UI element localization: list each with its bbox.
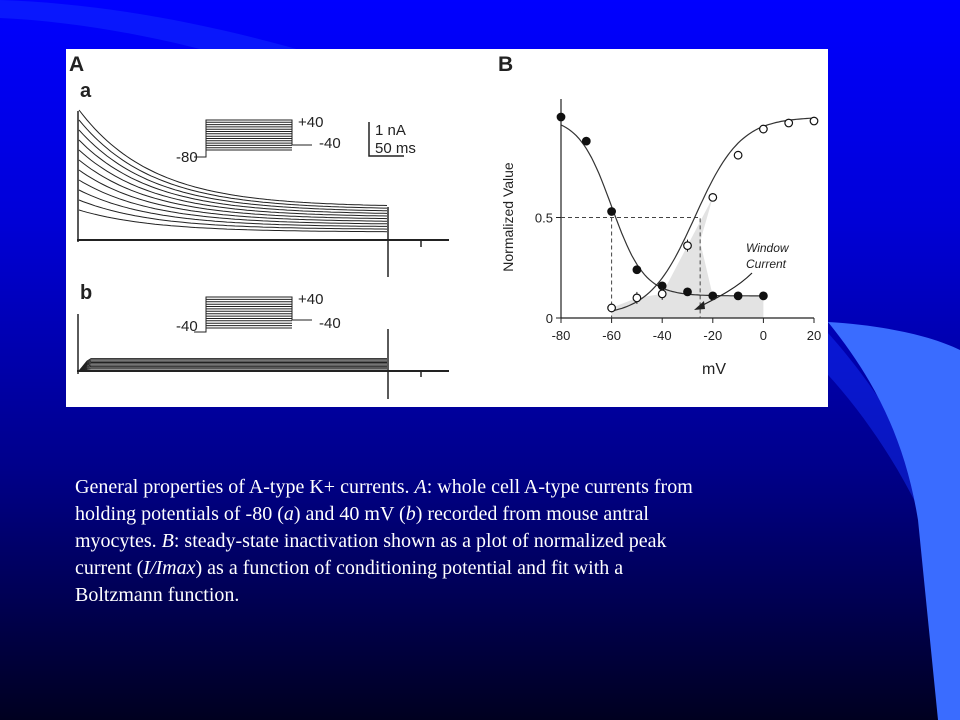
y-tick-label: 0.5 <box>535 211 553 226</box>
inactivation-point <box>556 112 566 122</box>
activation-point <box>708 192 718 202</box>
inactivation-point <box>632 265 642 275</box>
activation-point <box>809 116 819 126</box>
caption-line-1: General properties of A-type K+ currents… <box>75 474 925 501</box>
caption-text: : whole cell A-type currents from <box>426 476 693 498</box>
current-trace-a <box>78 139 388 214</box>
panel-b-label: B <box>498 53 513 76</box>
current-trace-a <box>78 189 387 227</box>
inactivation-point <box>683 287 692 297</box>
current-trace-b <box>78 358 387 372</box>
figure-svg: A a b +40 -40 -80 1 nA 50 ms +40 -40 -40… <box>69 53 821 399</box>
traces-b <box>78 358 387 372</box>
inactivation-point <box>581 136 591 146</box>
caption-italic: b <box>405 503 416 525</box>
scale-current-label: 1 nA <box>375 122 406 139</box>
protocol-b-tail: -40 <box>319 315 341 332</box>
current-trace-b <box>78 365 387 372</box>
protocol-a-tail: -40 <box>319 135 341 152</box>
x-tick-label: 20 <box>807 328 821 343</box>
current-trace-a <box>78 109 388 206</box>
current-trace-b <box>78 359 387 372</box>
activation-point <box>607 303 616 313</box>
current-trace-b <box>78 362 387 372</box>
activation-point <box>733 150 743 160</box>
window-current-area <box>611 197 764 318</box>
current-trace-a <box>78 149 388 217</box>
scale-time-label: 50 ms <box>375 140 416 157</box>
activation-point <box>632 293 642 303</box>
protocol-outline <box>194 296 312 333</box>
caption-text: ) as a function of conditioning potentia… <box>195 557 624 579</box>
accent-shape <box>828 322 960 720</box>
activation-point <box>683 241 692 251</box>
x-tick-label: -80 <box>552 328 571 343</box>
x-tick-label: -20 <box>703 328 722 343</box>
current-trace-b <box>78 364 387 372</box>
traces-a <box>78 109 388 233</box>
current-trace-a <box>78 129 388 212</box>
caption-text: : steady-state inactivation shown as a p… <box>173 530 667 552</box>
protocol-a <box>194 119 312 158</box>
caption-italic: I/Imax <box>143 557 196 579</box>
inactivation-chart: -80 -60 -40 -20 0 20 0 0.5 <box>535 99 821 343</box>
x-tick-label: -60 <box>602 328 621 343</box>
trace-b-label: b <box>80 282 92 304</box>
current-trace-a <box>78 179 387 225</box>
trace-a-label: a <box>80 80 92 102</box>
chart-y-label: Normalized Value <box>500 162 516 272</box>
current-trace-a <box>78 169 387 222</box>
inactivation-point <box>759 291 768 301</box>
activation-point <box>759 124 768 134</box>
caption-line-3: myocytes. B: steady-state inactivation s… <box>75 528 925 555</box>
protocol-a-holding: -80 <box>176 149 198 166</box>
current-trace-a <box>78 119 387 209</box>
panel-a-label: A <box>69 53 84 76</box>
current-trace-b <box>78 367 387 372</box>
inactivation-fit <box>560 124 764 297</box>
caption-text: General properties of A-type K+ currents… <box>75 476 415 498</box>
activation-fit <box>611 117 815 312</box>
caption-text: current ( <box>75 557 144 579</box>
caption-text: ) and 40 mV ( <box>293 503 406 525</box>
scale-bar <box>368 122 404 157</box>
caption-text: holding potentials of -80 ( <box>75 503 284 525</box>
current-trace-a <box>78 209 388 233</box>
caption-line-5: Boltzmann function. <box>75 584 240 606</box>
inactivation-point <box>607 207 616 216</box>
current-trace-b <box>78 368 387 372</box>
caption-text: ) recorded from mouse antral <box>415 503 649 525</box>
figure-panel: A a b +40 -40 -80 1 nA 50 ms +40 -40 -40… <box>66 49 828 407</box>
caption-italic: a <box>283 503 294 525</box>
current-trace-a <box>78 199 388 230</box>
activation-point <box>784 118 794 128</box>
caption-italic: A <box>414 476 427 498</box>
window-arrowhead <box>694 301 705 310</box>
current-trace-a <box>78 159 388 220</box>
chart-x-label: mV <box>702 361 726 378</box>
window-label-1: Window <box>746 241 790 255</box>
caption-line-2: holding potentials of -80 (a) and 40 mV … <box>75 501 925 528</box>
protocol-b-holding: -40 <box>176 318 198 335</box>
x-tick-label: -40 <box>653 328 672 343</box>
protocol-b-top: +40 <box>298 291 323 308</box>
current-trace-b <box>78 360 387 372</box>
inactivation-point <box>733 291 743 301</box>
activation-point <box>657 289 667 299</box>
half-guide <box>561 217 701 318</box>
protocol-a-top: +40 <box>298 114 323 131</box>
protocol-b <box>194 296 312 333</box>
window-label-2: Current <box>746 257 787 271</box>
current-trace-b <box>78 363 387 372</box>
x-tick-label: 0 <box>760 328 767 343</box>
caption-line-4: current (I/Imax) as a function of condit… <box>75 555 925 582</box>
caption-italic: B <box>161 530 174 552</box>
caption: General properties of A-type K+ currents… <box>75 474 925 609</box>
y-tick-label: 0 <box>546 311 553 326</box>
caption-text: myocytes. <box>75 530 162 552</box>
protocol-outline <box>194 119 312 158</box>
